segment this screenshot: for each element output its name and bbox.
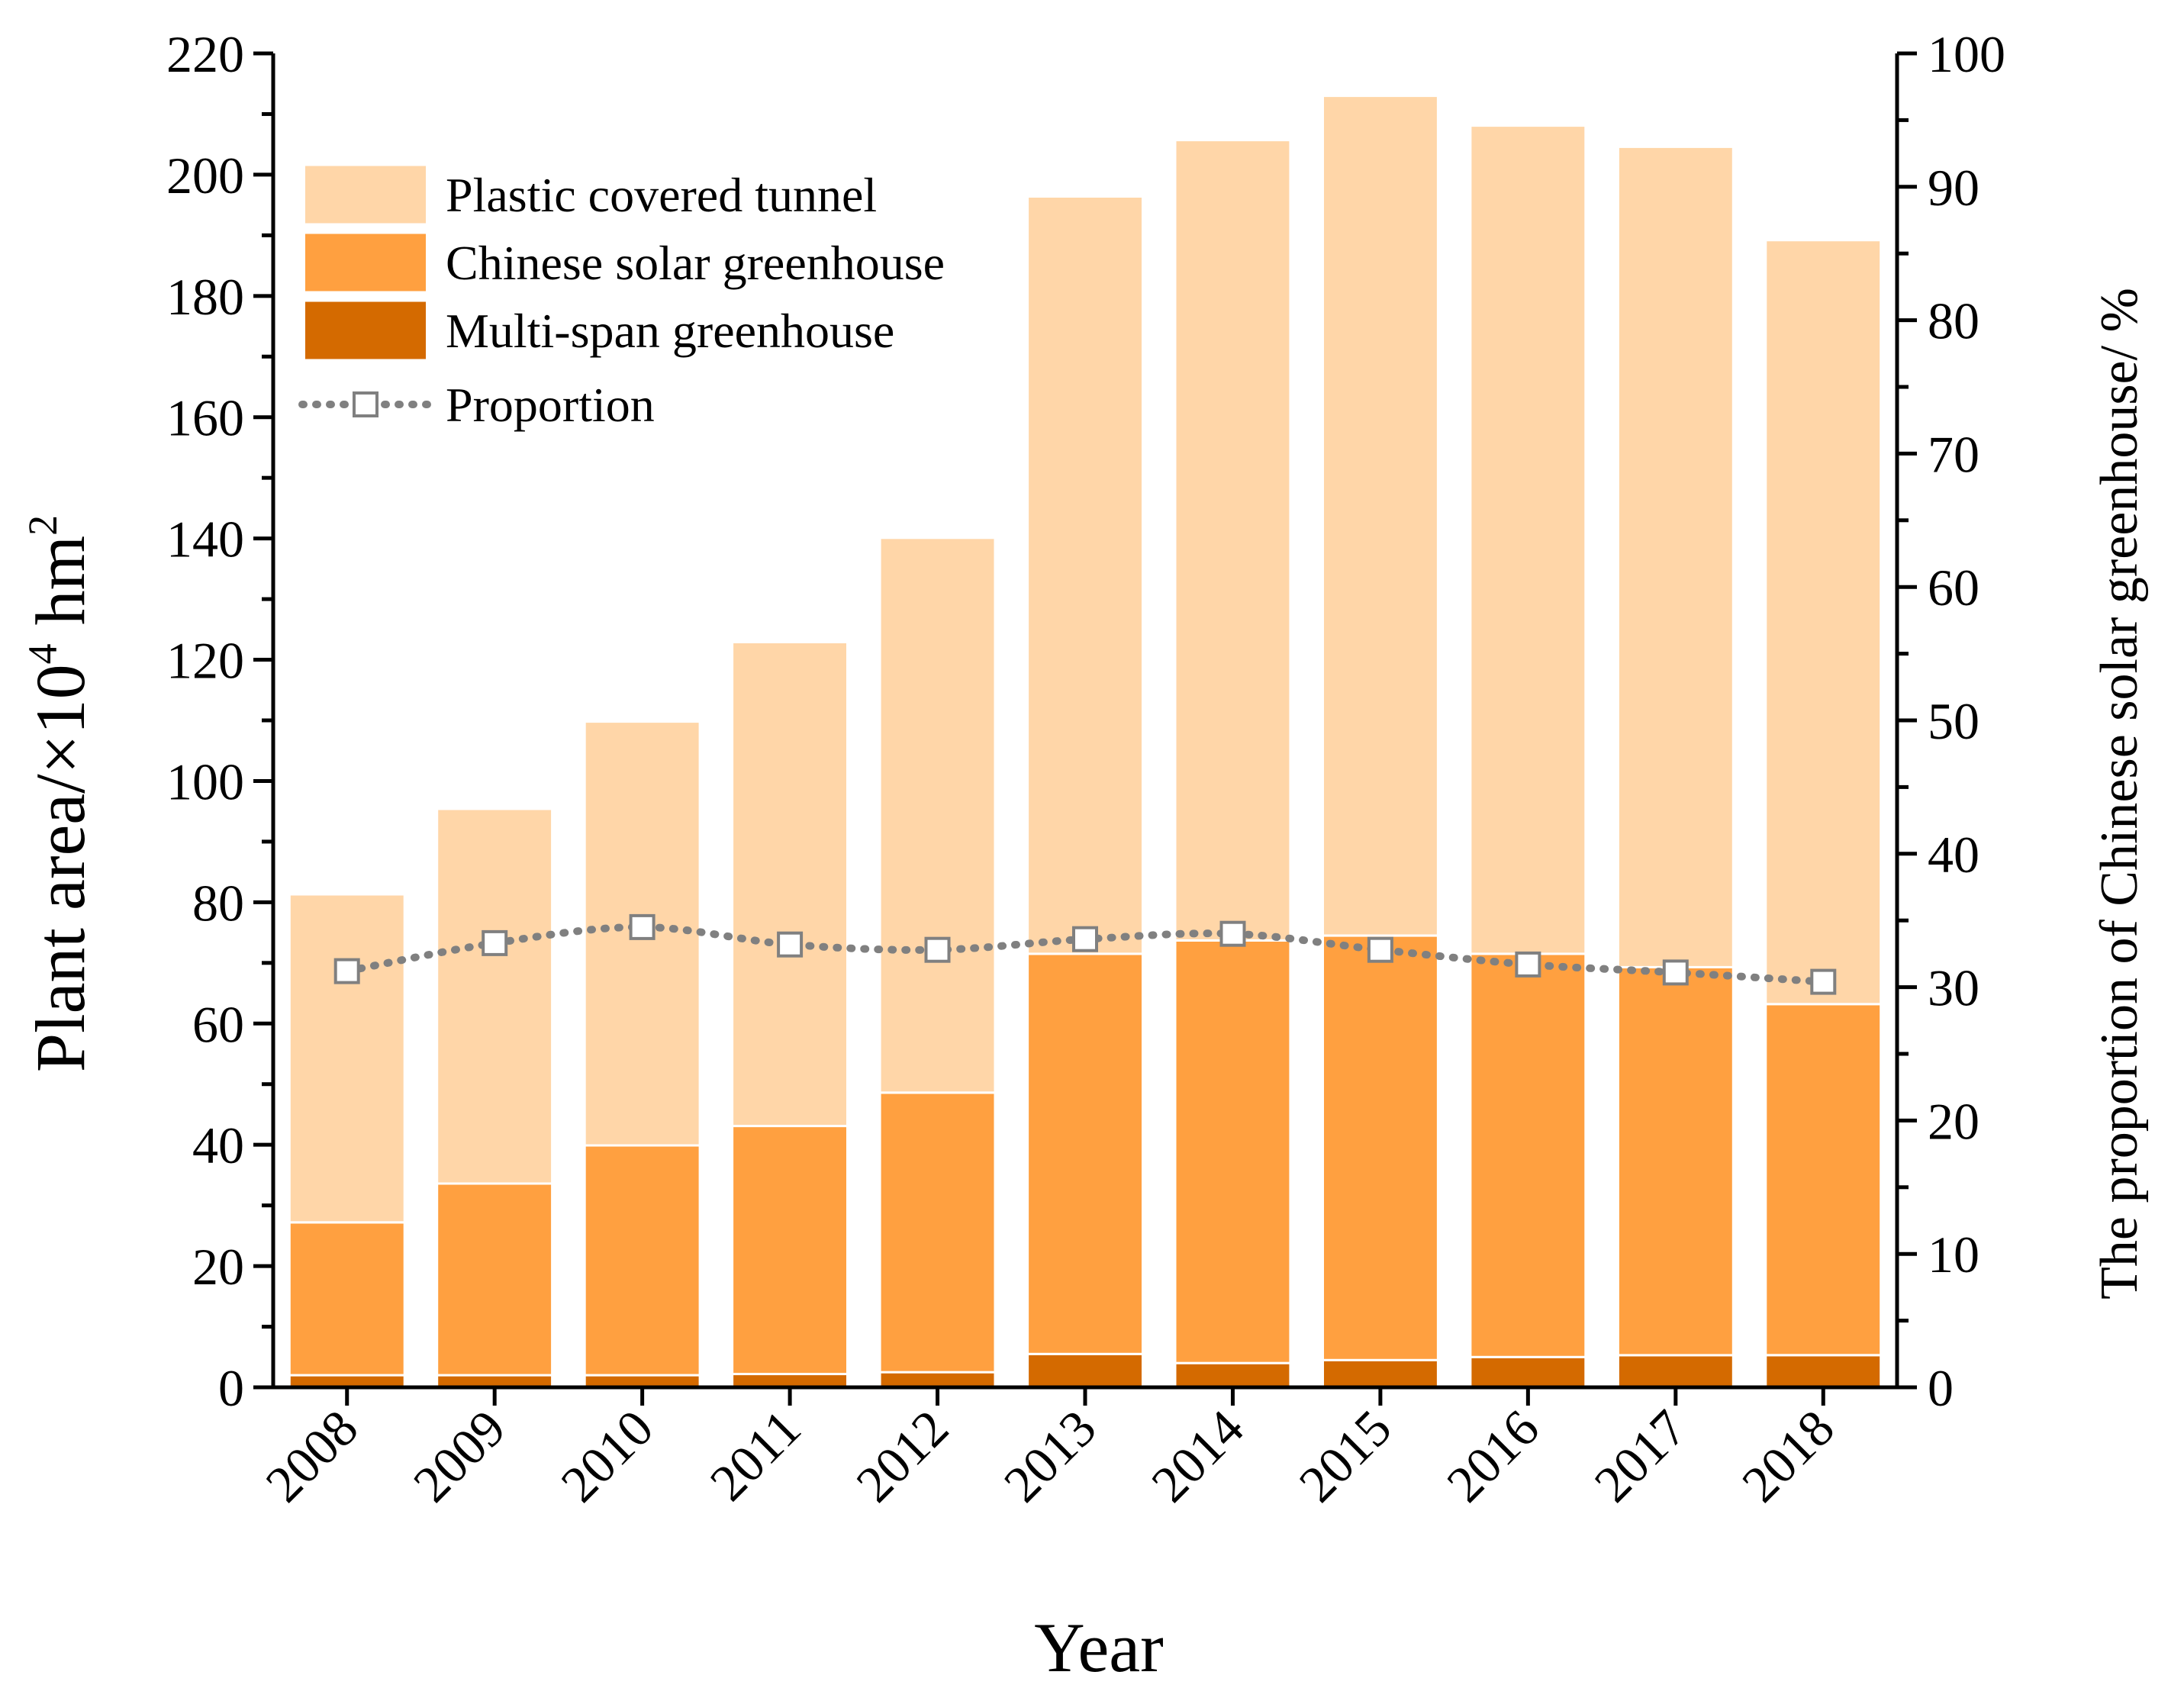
y-tick-label: 160	[166, 389, 244, 447]
y2-tick-label: 40	[1928, 826, 1979, 884]
proportion-point-2017	[1662, 959, 1689, 986]
bar-chinese-solar-greenhouse-2008	[288, 1221, 406, 1377]
bar-plastic-covered-tunnel-2012	[878, 536, 997, 1094]
bar-chinese-solar-greenhouse-2014	[1174, 939, 1292, 1364]
y2-tick-label: 20	[1928, 1092, 1979, 1150]
y2-axis-title: The proportion of Chinese solar greenhou…	[2090, 288, 2149, 1300]
y-axis-title-unit: hm	[21, 536, 99, 626]
legend-label-chinese-solar-greenhouse: Chinese solar greenhouse	[446, 236, 945, 290]
bar-plastic-covered-tunnel-2017	[1616, 145, 1735, 968]
proportion-point-2010	[629, 913, 656, 940]
proportion-line-layer	[333, 913, 1837, 995]
proportion-point-2012	[924, 936, 951, 963]
y-axis-title-sup: 4	[20, 643, 66, 664]
bar-multi-span-greenhouse-2015	[1322, 1358, 1439, 1389]
x-tick-label: 2014	[1140, 1399, 1255, 1513]
bar-plastic-covered-tunnel-2011	[731, 641, 849, 1127]
x-tick-label: 2015	[1288, 1399, 1403, 1513]
y-tick-label: 20	[192, 1238, 244, 1296]
bar-plastic-covered-tunnel-2008	[288, 893, 406, 1224]
y-tick-label: 0	[218, 1359, 244, 1417]
x-tick-label: 2010	[549, 1399, 664, 1513]
x-tick-label: 2009	[402, 1399, 517, 1513]
legend-label-plastic-covered-tunnel: Plastic covered tunnel	[446, 168, 877, 222]
x-tick-label: 2013	[993, 1399, 1107, 1513]
y-tick-label: 80	[192, 874, 244, 932]
bar-chinese-solar-greenhouse-2010	[583, 1144, 701, 1377]
proportion-point-2009	[482, 929, 508, 956]
bar-chinese-solar-greenhouse-2009	[436, 1182, 554, 1377]
y-axis-title: Plant area/×104 hm2	[20, 515, 99, 1072]
legend-swatch-chinese-solar-greenhouse	[305, 234, 426, 292]
y2-tick-label: 10	[1928, 1226, 1979, 1284]
x-tick-label: 2017	[1583, 1399, 1698, 1513]
y2-tick-label: 100	[1928, 25, 2005, 83]
proportion-point-2011	[777, 931, 804, 958]
bar-multi-span-greenhouse-2014	[1174, 1361, 1292, 1389]
y-axis-title-unit-sup: 2	[20, 515, 66, 536]
x-tick-label: 2016	[1435, 1399, 1550, 1513]
bar-chinese-solar-greenhouse-2018	[1764, 1003, 1883, 1357]
bar-multi-span-greenhouse-2011	[731, 1373, 849, 1389]
bar-chinese-solar-greenhouse-2015	[1322, 934, 1439, 1361]
y-tick-label: 40	[192, 1116, 244, 1174]
x-tick-label: 2008	[254, 1399, 369, 1513]
y2-tick-label: 70	[1928, 425, 1979, 483]
bar-chinese-solar-greenhouse-2011	[731, 1125, 849, 1376]
proportion-point-2013	[1072, 926, 1098, 952]
proportion-point-2008	[333, 958, 360, 984]
x-tick-label: 2012	[845, 1399, 959, 1513]
y2-tick-label: 50	[1928, 692, 1979, 750]
y-tick-label: 140	[166, 511, 244, 569]
bar-plastic-covered-tunnel-2013	[1026, 195, 1144, 955]
proportion-point-2014	[1219, 920, 1246, 947]
y-tick-label: 100	[166, 752, 244, 810]
y2-tick-label: 30	[1928, 959, 1979, 1017]
bar-plastic-covered-tunnel-2015	[1322, 95, 1439, 937]
x-axis-title: Year	[1034, 1609, 1164, 1686]
proportion-point-2018	[1810, 968, 1837, 995]
legend-swatch-proportion-marker	[353, 391, 378, 417]
bar-multi-span-greenhouse-2013	[1026, 1352, 1144, 1389]
bar-plastic-covered-tunnel-2016	[1469, 124, 1587, 955]
y-tick-label: 180	[166, 268, 244, 326]
y-tick-label: 220	[166, 25, 244, 83]
bar-chinese-solar-greenhouse-2013	[1026, 952, 1144, 1355]
legend-label-proportion: Proportion	[446, 378, 655, 432]
legend-swatch-multi-span-greenhouse	[305, 301, 426, 359]
y-tick-label: 60	[192, 995, 244, 1053]
legend: Plastic covered tunnel Chinese solar gree…	[298, 166, 945, 432]
y2-tick-label: 60	[1928, 559, 1979, 617]
bar-multi-span-greenhouse-2017	[1616, 1354, 1735, 1389]
x-tick-label: 2018	[1731, 1399, 1845, 1513]
bar-chinese-solar-greenhouse-2012	[878, 1091, 997, 1374]
bar-chinese-solar-greenhouse-2017	[1616, 965, 1735, 1357]
y2-tick-label: 90	[1928, 159, 1979, 217]
y2-tick-label: 80	[1928, 292, 1979, 350]
bar-plastic-covered-tunnel-2009	[436, 807, 554, 1185]
proportion-point-2016	[1515, 951, 1541, 978]
bar-multi-span-greenhouse-2012	[878, 1371, 997, 1389]
proportion-point-2015	[1367, 936, 1393, 963]
bar-plastic-covered-tunnel-2014	[1174, 139, 1292, 942]
bar-plastic-covered-tunnel-2018	[1764, 239, 1883, 1006]
legend-swatch-plastic-covered-tunnel	[305, 166, 426, 224]
bar-chinese-solar-greenhouse-2016	[1469, 952, 1587, 1358]
y-tick-label: 120	[166, 632, 244, 690]
legend-label-multi-span-greenhouse: Multi-span greenhouse	[446, 304, 894, 358]
bars-layer	[288, 95, 1883, 1389]
y-tick-label: 200	[166, 147, 244, 205]
x-tick-label: 2011	[699, 1399, 812, 1512]
bar-multi-span-greenhouse-2018	[1764, 1354, 1883, 1389]
bar-multi-span-greenhouse-2016	[1469, 1355, 1587, 1389]
y2-tick-label: 0	[1928, 1359, 1954, 1417]
y-axis-title-main: Plant area/×10	[21, 664, 99, 1072]
